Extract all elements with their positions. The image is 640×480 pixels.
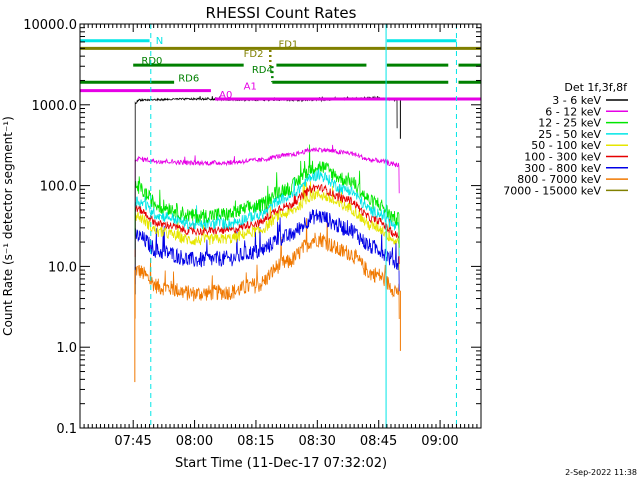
y-axis-label: Count Rate (s⁻¹ detector segment⁻¹) bbox=[1, 116, 15, 336]
y-axis-ticks: 0.1 1.0 10.0 100.0 1000.0 10000.0 bbox=[23, 18, 481, 437]
flag-label: N bbox=[156, 36, 163, 47]
legend-entry-label: 3 - 6 keV bbox=[552, 94, 601, 107]
legend-entry-label: 6 - 12 keV bbox=[545, 105, 601, 118]
legend-entry-label: 50 - 100 keV bbox=[531, 139, 601, 152]
flag-label: RD6 bbox=[178, 73, 199, 84]
y-tick-label: 0.1 bbox=[56, 422, 77, 437]
x-tick-label: 08:30 bbox=[298, 434, 335, 449]
x-axis-ticks: 07:45 08:00 08:15 08:30 08:45 09:00 bbox=[79, 24, 482, 449]
y-tick-label: 10.0 bbox=[48, 260, 77, 275]
series-line bbox=[134, 181, 400, 271]
chart-title: RHESSI Count Rates bbox=[206, 4, 357, 22]
y-tick-label: 1000.0 bbox=[32, 99, 78, 114]
flag-label: RD0 bbox=[141, 56, 162, 67]
legend-title: Det 1f,3f,8f bbox=[564, 81, 628, 94]
flag-label: A0 bbox=[219, 90, 232, 101]
x-tick-label: 09:00 bbox=[421, 434, 458, 449]
legend-entry-label: 25 - 50 keV bbox=[538, 128, 601, 141]
flag-label: FD2 bbox=[244, 49, 264, 60]
x-axis-label: Start Time (11-Dec-17 07:32:02) bbox=[175, 456, 387, 471]
flag-label: RD4 bbox=[252, 65, 273, 76]
x-tick-label: 08:00 bbox=[176, 434, 213, 449]
x-tick-label: 08:45 bbox=[360, 434, 397, 449]
x-tick-label: 07:45 bbox=[114, 434, 151, 449]
y-tick-label: 1.0 bbox=[56, 341, 77, 356]
y-tick-label: 10000.0 bbox=[23, 18, 77, 33]
plot-data bbox=[134, 95, 401, 383]
footer-timestamp: 2-Sep-2022 11:38 bbox=[565, 468, 637, 477]
legend-entry-label: 800 - 7000 keV bbox=[517, 173, 601, 186]
series-line bbox=[134, 218, 400, 320]
legend-entry-label: 7000 - 15000 keV bbox=[503, 184, 601, 197]
legend-entry-label: 300 - 800 keV bbox=[524, 162, 601, 175]
flag-label: A1 bbox=[244, 82, 257, 93]
legend-entry-label: 12 - 25 keV bbox=[538, 117, 601, 130]
flag-label: FD1 bbox=[278, 39, 298, 50]
x-tick-label: 08:15 bbox=[237, 434, 274, 449]
flag-bars: N FD1 FD2 RD0 RD4 RD6 A1 A0 bbox=[80, 36, 481, 101]
y-tick-label: 100.0 bbox=[40, 180, 77, 195]
series-line bbox=[134, 144, 400, 208]
legend-entry-label: 100 - 300 keV bbox=[524, 151, 601, 164]
series-line bbox=[134, 209, 400, 292]
series-line bbox=[134, 144, 400, 248]
